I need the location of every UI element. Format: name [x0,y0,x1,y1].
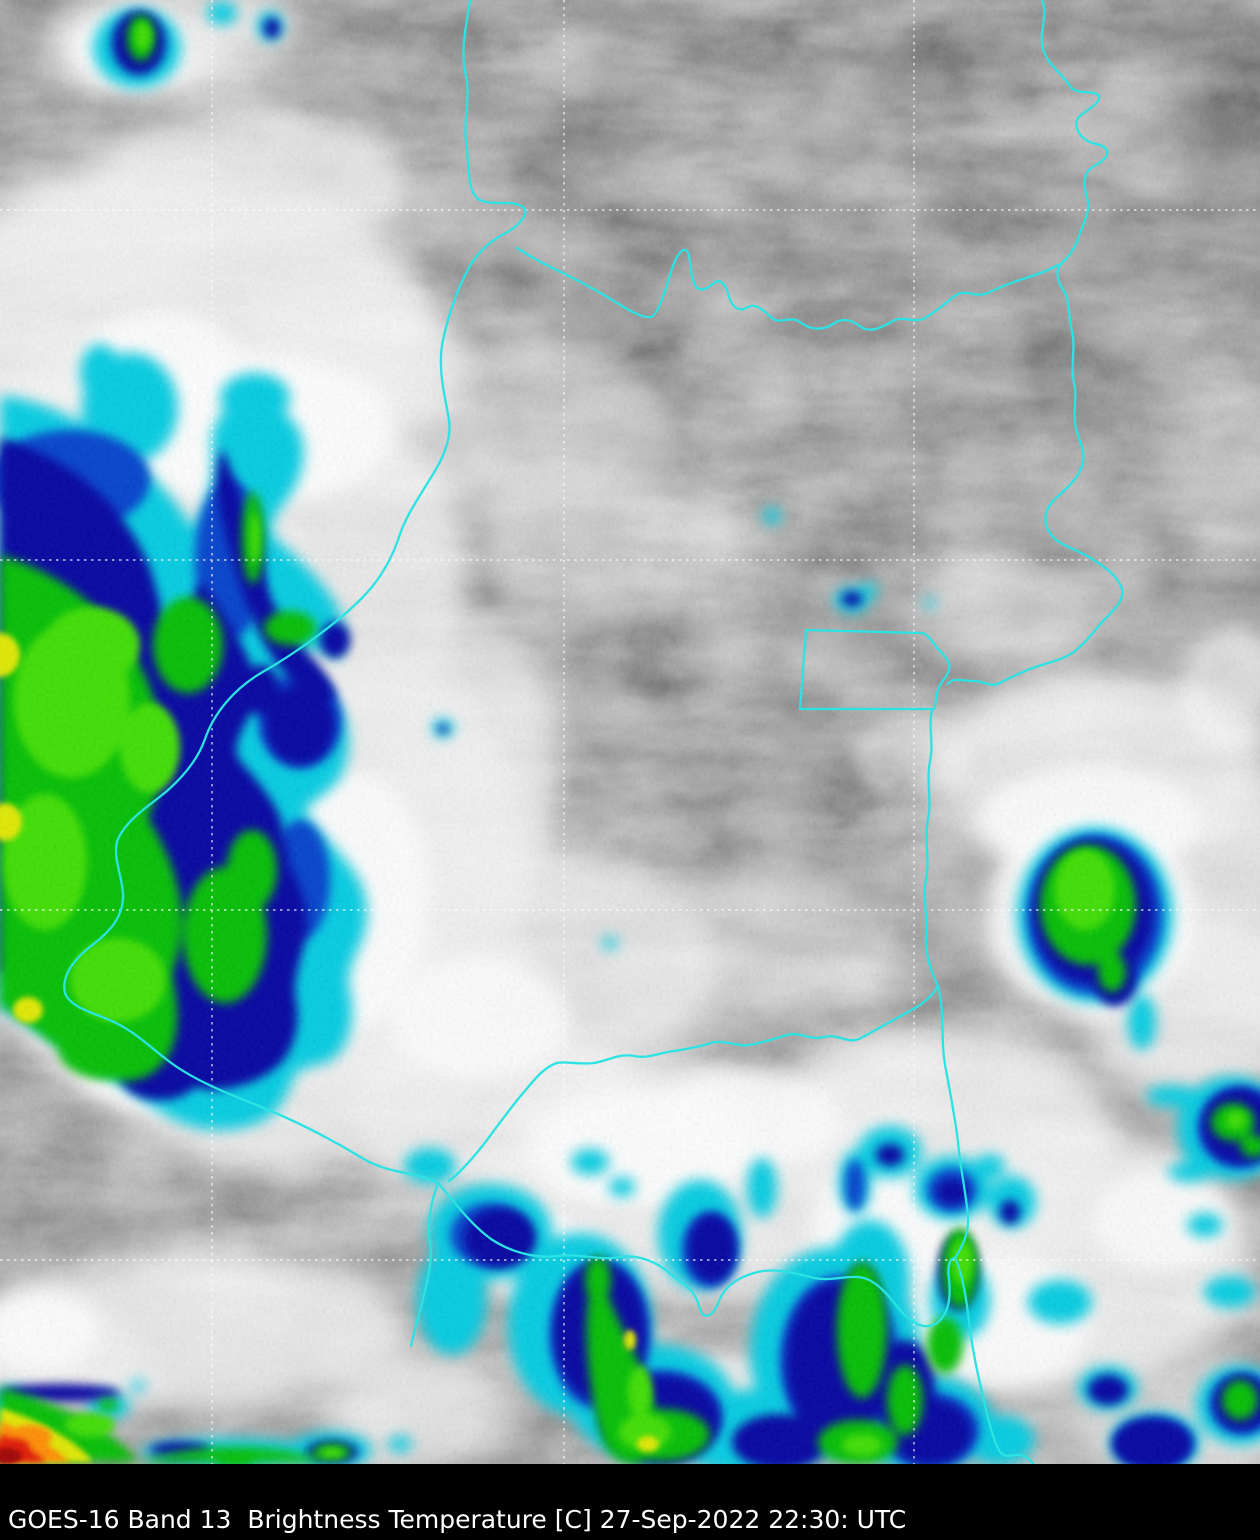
river-northeast [946,0,1124,686]
river-main-west-lower [409,1181,440,1348]
country-borders [63,0,1124,1464]
admin-rectangle [798,628,951,711]
border-southeast [436,1181,957,1328]
border-south-exit [953,1256,1035,1464]
border-mid-west [447,984,940,1183]
caption-text: GOES-16 Band 13 Brightness Temperature [… [8,1505,907,1534]
caption-bar: GOES-16 Band 13 Brightness Temperature [… [0,1464,1260,1540]
gridlines [0,0,1260,1464]
river-main-west [63,0,527,1185]
grain-texture [0,0,1260,1464]
satellite-map [0,0,1260,1464]
river-mid-east [923,708,940,988]
border-mid-south [936,984,970,1260]
border-diagonal-east [515,246,1060,331]
